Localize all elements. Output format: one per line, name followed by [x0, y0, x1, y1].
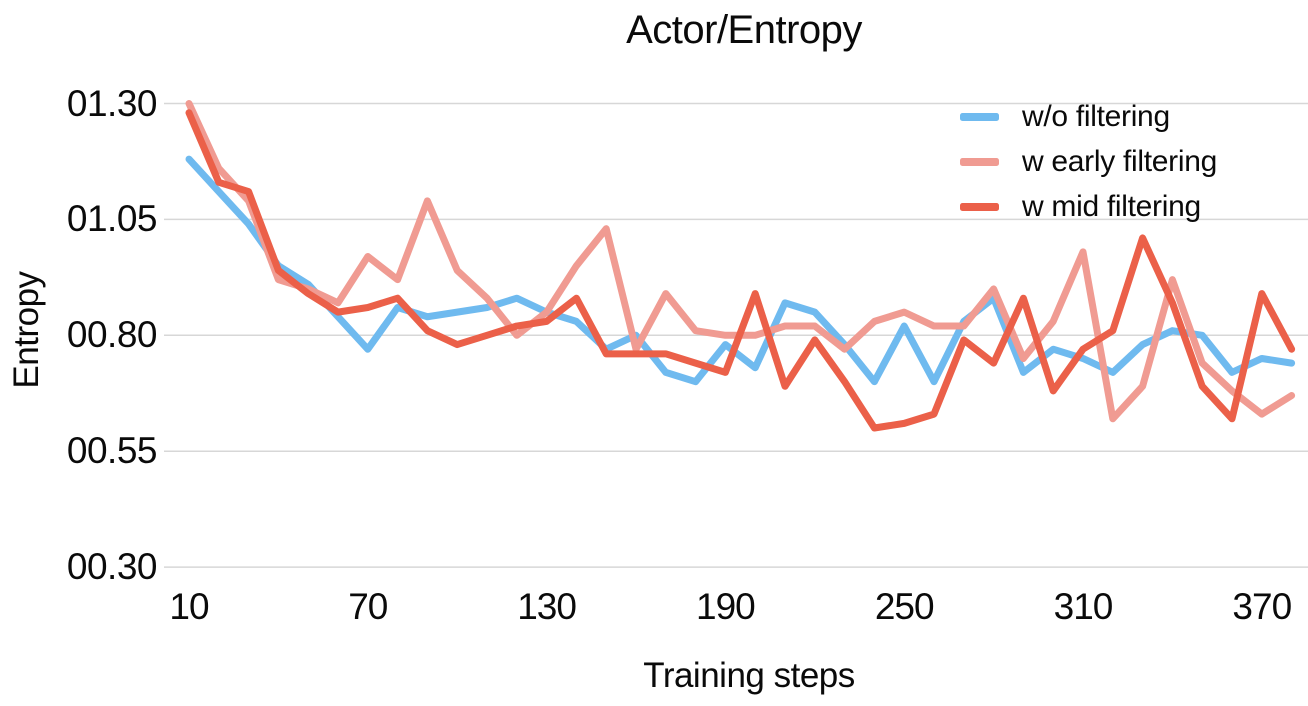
legend-item-w-mid-filtering: w mid filtering [960, 185, 1217, 230]
legend-swatch-icon [960, 157, 999, 166]
legend: w/o filtering w early filtering w mid filt… [960, 94, 1217, 230]
y-tick-label: 01.05 [66, 198, 158, 240]
x-tick-label: 70 [348, 586, 388, 627]
x-tick-label: 10 [169, 586, 209, 627]
y-tick-label: 00.80 [66, 314, 158, 356]
y-tick-label: 01.30 [66, 82, 158, 124]
series-line-w-mid-filtering [185, 109, 1296, 432]
x-tick-label: 250 [874, 586, 935, 627]
x-tick-label: 190 [696, 586, 756, 627]
x-axis-title: Training steps [643, 656, 855, 695]
x-tick-label: 310 [1053, 586, 1114, 627]
legend-label: w early filtering [1022, 144, 1217, 178]
legend-swatch-icon [960, 112, 999, 121]
legend-label: w mid filtering [1022, 190, 1201, 224]
series-line-w-o-filtering [185, 155, 1296, 386]
y-tick-label: 00.30 [66, 546, 158, 588]
legend-item-w-o-filtering: w/o filtering [960, 94, 1217, 139]
y-axis-tick-labels: 01.30 01.05 00.80 00.55 00.30 [0, 0, 158, 706]
x-tick-label: 370 [1232, 586, 1292, 627]
legend-label: w/o filtering [1022, 99, 1170, 133]
x-tick-label: 130 [517, 586, 577, 627]
y-tick-label: 00.55 [66, 430, 158, 472]
legend-item-w-early-filtering: w early filtering [960, 139, 1217, 184]
chart-title: Actor/Entropy [626, 8, 862, 52]
legend-swatch-icon [960, 203, 999, 212]
